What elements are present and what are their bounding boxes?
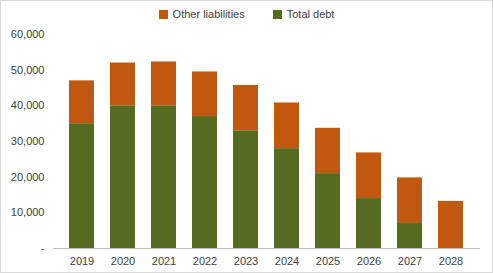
svg-text:2019: 2019	[70, 255, 94, 267]
html-text:Other liabilities: Other liabilities	[172, 8, 245, 20]
svg-text:30,000: 30,000	[11, 135, 45, 147]
svg-text:2027: 2027	[398, 255, 422, 267]
svg-text:2023: 2023	[234, 255, 258, 267]
svg-text:60,000: 60,000	[11, 28, 45, 40]
svg-text:-: -	[41, 242, 45, 254]
html-text:Total debt: Total debt	[286, 8, 335, 20]
svg-text:2021: 2021	[152, 255, 176, 267]
svg-text:2020: 2020	[111, 255, 135, 267]
svg-text:50,000: 50,000	[11, 64, 45, 76]
svg-text:2025: 2025	[316, 255, 340, 267]
svg-text:2026: 2026	[357, 255, 381, 267]
svg-text:2028: 2028	[439, 255, 463, 267]
svg-text:2024: 2024	[275, 255, 299, 267]
svg-text:10,000: 10,000	[11, 206, 45, 218]
svg-text:20,000: 20,000	[11, 171, 45, 183]
svg-text:2022: 2022	[193, 255, 217, 267]
svg-text:40,000: 40,000	[11, 99, 45, 111]
